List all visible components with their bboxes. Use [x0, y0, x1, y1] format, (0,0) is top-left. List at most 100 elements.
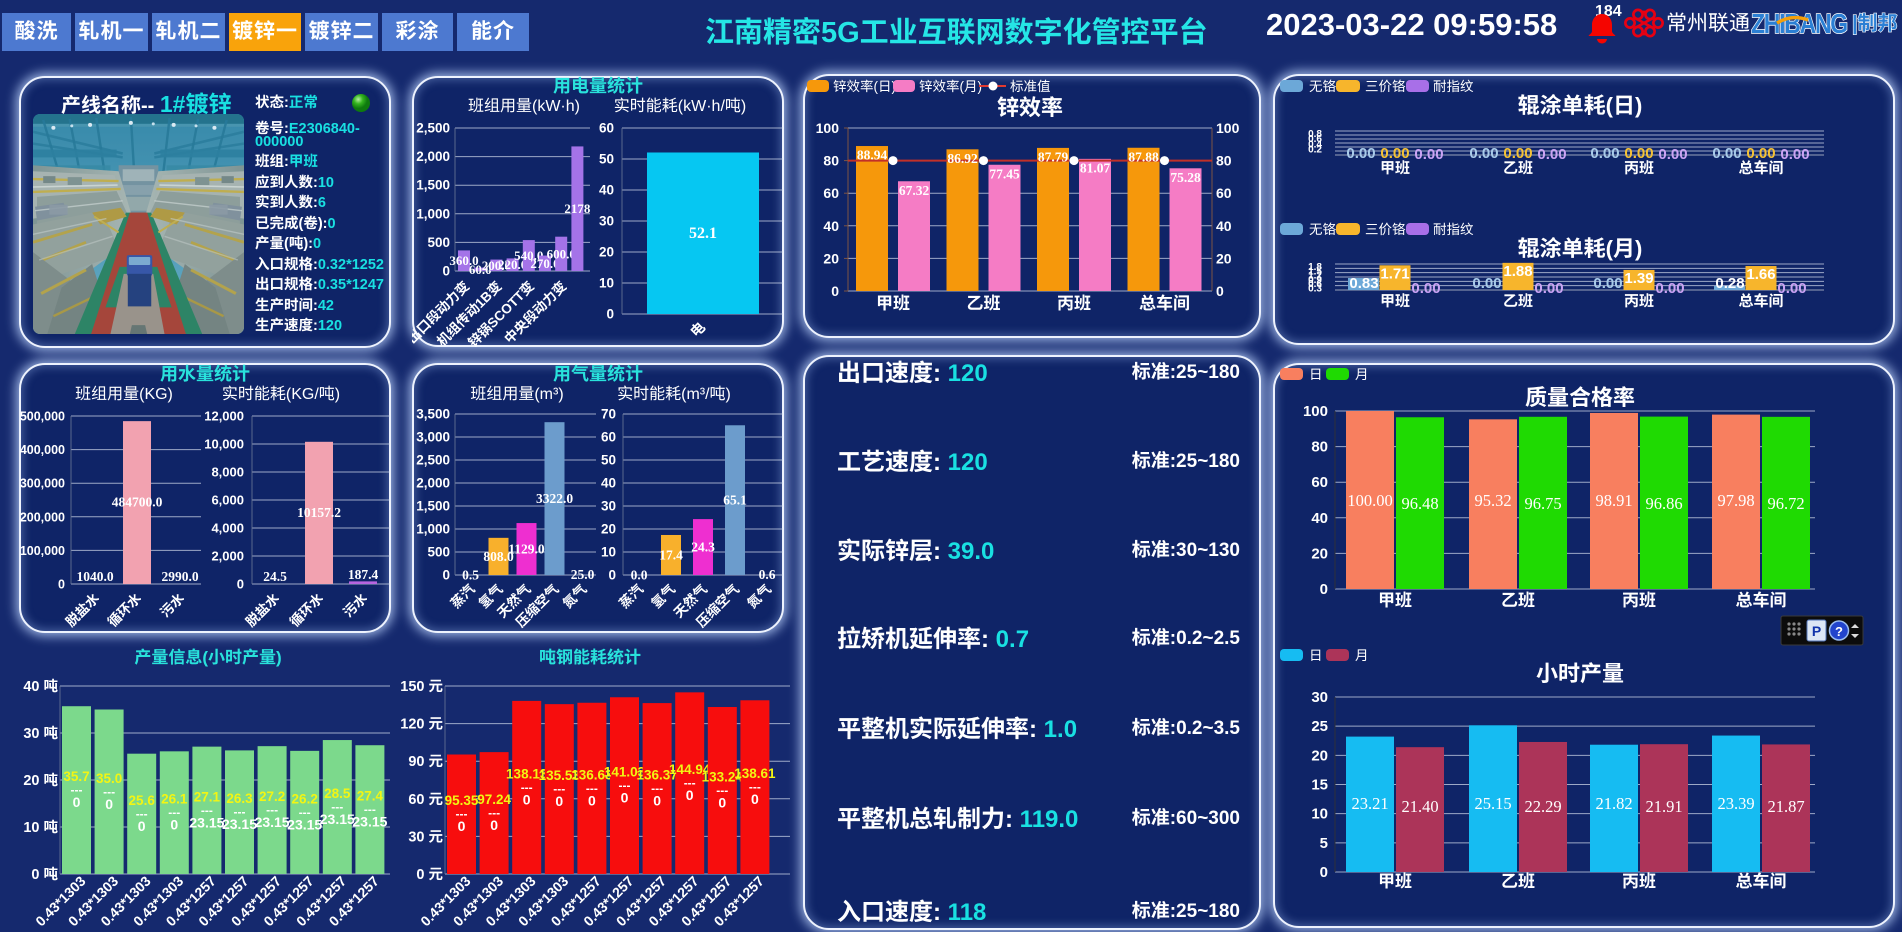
svg-text:0.00: 0.00	[1777, 280, 1806, 297]
svg-text:27.2: 27.2	[259, 789, 285, 804]
svg-text:丙班: 丙班	[1624, 160, 1654, 177]
svg-text:2,500: 2,500	[416, 121, 450, 136]
svg-text:40: 40	[1216, 218, 1232, 234]
svg-text:20: 20	[1216, 250, 1232, 266]
svg-text:24.3: 24.3	[691, 540, 715, 555]
svg-text:0.28: 0.28	[1715, 275, 1744, 292]
svg-text:无铬: 无铬	[1309, 222, 1337, 237]
svg-text:60: 60	[1216, 185, 1232, 201]
svg-text:质量合格率: 质量合格率	[1525, 385, 1635, 410]
svg-text:21.40: 21.40	[1401, 797, 1438, 816]
svg-text:150 元: 150 元	[400, 679, 443, 695]
svg-text:30: 30	[599, 214, 614, 229]
svg-text:135.53: 135.53	[539, 768, 581, 783]
svg-text:20: 20	[1311, 545, 1328, 562]
svg-text:3,000: 3,000	[416, 430, 450, 445]
svg-text:1,000: 1,000	[416, 522, 450, 537]
svg-text:甲班: 甲班	[1380, 160, 1410, 177]
svg-text:0.00: 0.00	[1469, 145, 1498, 162]
svg-text:25.15: 25.15	[1474, 794, 1511, 813]
svg-text:蒸汽: 蒸汽	[448, 581, 478, 611]
svg-text:0: 0	[588, 792, 596, 808]
svg-text:入口速度: 118: 入口速度: 118	[837, 899, 986, 926]
svg-text:1040.0: 1040.0	[76, 569, 113, 584]
svg-text:120 元: 120 元	[400, 717, 443, 733]
svg-text:100.00: 100.00	[1347, 491, 1392, 510]
svg-text:50: 50	[601, 453, 616, 468]
svg-text:---: ---	[488, 806, 500, 820]
svg-text:平整机实际延伸率: 1.0: 平整机实际延伸率: 1.0	[837, 716, 1077, 743]
svg-text:0.00: 0.00	[1780, 146, 1809, 163]
svg-text:1.8: 1.8	[1308, 262, 1322, 273]
svg-text:---: ---	[651, 782, 663, 796]
svg-text:60 元: 60 元	[408, 792, 443, 808]
svg-text:0.4: 0.4	[1308, 139, 1322, 150]
svg-text:75.28: 75.28	[1170, 170, 1201, 185]
svg-text:60: 60	[1311, 474, 1328, 491]
svg-text:拉矫机延伸率: 0.7: 拉矫机延伸率: 0.7	[837, 626, 1029, 653]
svg-text:入口规格:0.32*1252: 入口规格:0.32*1252	[255, 256, 384, 273]
svg-text:辊涂单耗(月): 辊涂单耗(月)	[1518, 236, 1643, 261]
svg-text:0: 0	[442, 264, 450, 279]
svg-text:70: 70	[601, 407, 616, 422]
svg-text:三价铬: 三价铬	[1365, 222, 1406, 237]
svg-text:96.75: 96.75	[1524, 494, 1561, 513]
svg-text:|制邦: |制邦	[1852, 13, 1898, 35]
svg-text:360.0: 360.0	[449, 253, 478, 268]
svg-text:标准:30~130: 标准:30~130	[1132, 539, 1240, 561]
svg-text:0.00: 0.00	[1593, 275, 1622, 292]
svg-text:60: 60	[599, 121, 614, 136]
svg-text:26.1: 26.1	[161, 792, 188, 807]
svg-text:辊涂单耗(日): 辊涂单耗(日)	[1518, 93, 1643, 118]
svg-text:2,000: 2,000	[416, 476, 450, 491]
svg-text:ZHIBANG: ZHIBANG	[1751, 9, 1847, 40]
svg-text:30: 30	[1311, 689, 1328, 706]
svg-text:班组用量(m³): 班组用量(m³)	[470, 385, 563, 403]
svg-text:---: ---	[364, 803, 376, 817]
svg-text:---: ---	[684, 776, 696, 790]
svg-text:实际锌层: 39.0: 实际锌层: 39.0	[837, 538, 994, 565]
svg-text:---: ---	[266, 803, 278, 817]
svg-text:8,000: 8,000	[211, 465, 244, 480]
svg-text:25.6: 25.6	[129, 793, 156, 808]
svg-text:40: 40	[601, 476, 616, 491]
svg-text:24.5: 24.5	[263, 569, 287, 584]
svg-text:0: 0	[1320, 581, 1328, 598]
svg-text:96.48: 96.48	[1401, 494, 1438, 513]
svg-text:应到人数:10: 应到人数:10	[255, 174, 334, 191]
svg-text:耐指纹: 耐指纹	[1433, 222, 1474, 237]
svg-text:氮气: 氮气	[560, 581, 590, 611]
svg-text:97.98: 97.98	[1717, 491, 1754, 510]
svg-text:0.00: 0.00	[1346, 145, 1375, 162]
svg-text:21.87: 21.87	[1767, 797, 1804, 816]
svg-text:0.00: 0.00	[1380, 145, 1409, 162]
svg-text:0.00: 0.00	[1414, 146, 1443, 163]
svg-text:1129.0: 1129.0	[508, 542, 545, 557]
svg-text:25.0: 25.0	[571, 567, 595, 582]
svg-text:0.00: 0.00	[1624, 145, 1653, 162]
svg-text:23.15: 23.15	[189, 814, 224, 830]
svg-text:班组用量(KG): 班组用量(KG)	[75, 385, 173, 403]
svg-text:电: 电	[687, 319, 708, 340]
svg-text:P: P	[1812, 623, 1821, 639]
svg-text:28.5: 28.5	[324, 786, 351, 801]
svg-text:1.66: 1.66	[1746, 266, 1775, 283]
svg-text:0.00: 0.00	[1411, 280, 1440, 297]
svg-text:27.1: 27.1	[194, 789, 221, 804]
svg-text:90 元: 90 元	[408, 754, 443, 770]
svg-text:0.9: 0.9	[1308, 275, 1322, 286]
svg-text:0: 0	[653, 793, 661, 809]
svg-text:吨钢能耗统计: 吨钢能耗统计	[539, 648, 641, 667]
svg-text:用电量统计: 用电量统计	[553, 76, 643, 96]
svg-text:---: ---	[201, 803, 213, 817]
svg-text:0.00: 0.00	[1712, 145, 1741, 162]
svg-text:---: ---	[716, 784, 728, 798]
svg-text:---: ---	[586, 781, 598, 795]
svg-text:氮气: 氮气	[744, 581, 774, 611]
svg-text:平整机总轧制力: 119.0: 平整机总轧制力: 119.0	[837, 806, 1078, 833]
svg-text:20 吨: 20 吨	[23, 772, 58, 789]
svg-text:0.00: 0.00	[1655, 280, 1684, 297]
svg-text:136.63: 136.63	[571, 767, 613, 782]
svg-text:总车间: 总车间	[1736, 872, 1787, 891]
svg-text:---: ---	[749, 780, 761, 794]
